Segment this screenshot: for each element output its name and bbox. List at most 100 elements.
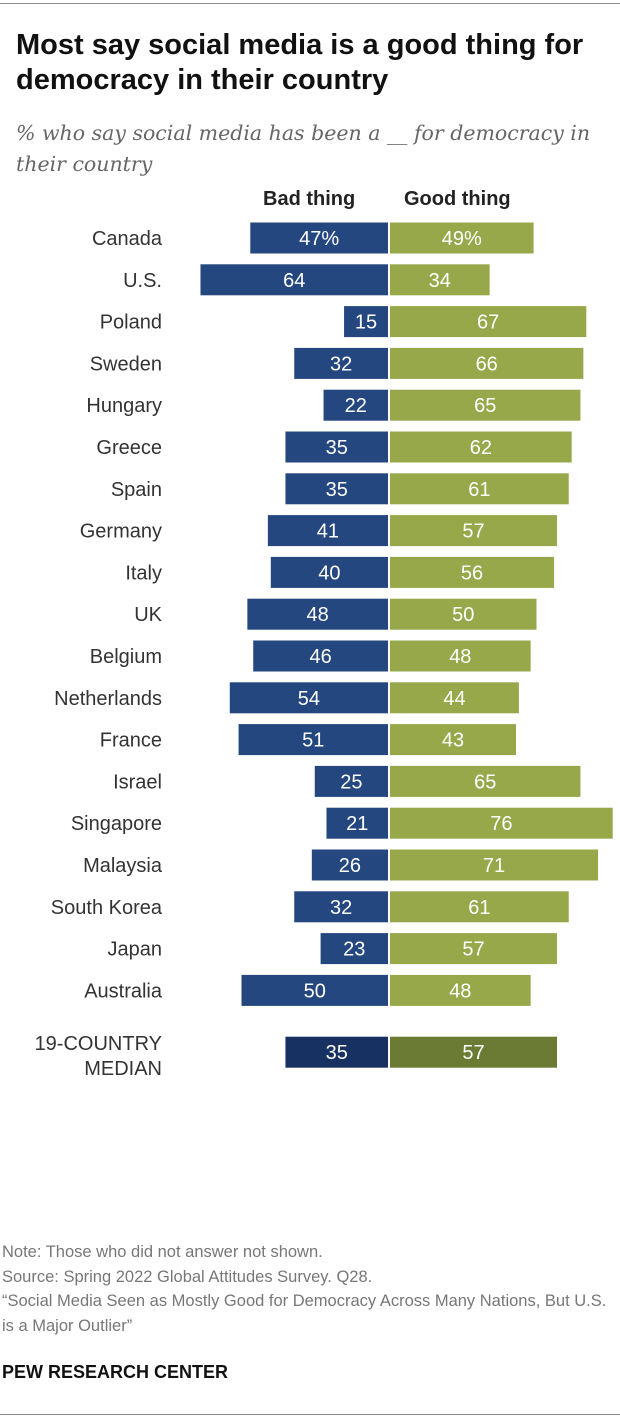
- bad-thing-value-label: 48: [307, 604, 329, 626]
- bad-thing-bar: [294, 891, 388, 923]
- bad-thing-bar: [247, 598, 388, 630]
- country-label: Poland: [100, 312, 162, 334]
- bad-thing-value-label: 46: [309, 646, 331, 668]
- bad-thing-value-label: 54: [298, 688, 320, 710]
- country-label: Netherlands: [54, 688, 162, 710]
- good-thing-header: Good thing: [404, 188, 511, 210]
- good-thing-value-label: 71: [483, 855, 505, 877]
- bad-thing-value-label: 51: [302, 730, 324, 752]
- bad-thing-bar: [238, 724, 388, 756]
- top-rule: [0, 3, 620, 4]
- country-label: Hungary: [86, 395, 162, 417]
- good-thing-value-label: 49%: [442, 228, 482, 250]
- good-thing-bar: [390, 891, 569, 923]
- country-label: Greece: [96, 437, 162, 459]
- bad-thing-value-label: 21: [346, 813, 368, 835]
- good-thing-value-label: 50: [452, 604, 474, 626]
- bad-thing-bar: [200, 264, 388, 296]
- bad-thing-value-label: 41: [317, 521, 339, 543]
- country-label: France: [100, 730, 162, 752]
- bad-thing-bar: [344, 306, 388, 338]
- bad-thing-value-label: 25: [340, 771, 362, 793]
- bad-thing-bar: [294, 347, 388, 379]
- good-thing-value-label: 57: [462, 521, 484, 543]
- median-label: 19-COUNTRY MEDIAN: [35, 1033, 162, 1080]
- bad-thing-bar: [285, 1036, 388, 1068]
- bad-thing-value-label: 47%: [299, 228, 339, 250]
- good-thing-value-label: 67: [477, 312, 499, 334]
- bad-thing-value-label: 35: [326, 1042, 348, 1064]
- country-label: Italy: [125, 562, 162, 584]
- bad-thing-bar: [250, 222, 388, 254]
- good-thing-value-label: 57: [462, 1042, 484, 1064]
- bad-thing-header: Bad thing: [263, 188, 356, 210]
- good-thing-bar: [390, 347, 584, 379]
- country-label: Canada: [92, 228, 163, 250]
- good-thing-bar: [390, 765, 581, 797]
- good-thing-value-label: 48: [449, 980, 471, 1002]
- good-thing-bar: [390, 515, 558, 547]
- source-text: Source: Spring 2022 Global Attitudes Sur…: [2, 1267, 373, 1286]
- bad-thing-bar: [326, 807, 388, 839]
- good-thing-bar: [390, 640, 531, 672]
- country-label: U.S.: [123, 270, 162, 292]
- bad-thing-bar: [323, 389, 388, 421]
- good-thing-bar: [390, 389, 581, 421]
- country-label: Japan: [108, 939, 163, 961]
- bad-thing-bar: [267, 515, 388, 547]
- country-label: Spain: [111, 479, 162, 501]
- good-thing-bar: [390, 807, 613, 839]
- good-thing-value-label: 61: [468, 897, 490, 919]
- good-thing-bar: [390, 682, 519, 714]
- country-label: Sweden: [90, 353, 162, 375]
- bad-thing-value-label: 50: [304, 980, 326, 1002]
- good-thing-bar: [390, 974, 531, 1006]
- good-thing-bar: [390, 222, 534, 254]
- country-label: Belgium: [90, 646, 162, 668]
- good-thing-value-label: 56: [461, 562, 483, 584]
- diverging-bar-chart: 47% 49% Canada 64 34 U.S. 15 67 Poland 32 66 Sweden…: [35, 222, 613, 1080]
- bad-thing-value-label: 23: [343, 939, 365, 961]
- good-thing-bar: [390, 1036, 558, 1068]
- good-thing-value-label: 65: [474, 395, 496, 417]
- country-label: UK: [134, 604, 162, 626]
- good-thing-value-label: 44: [443, 688, 465, 710]
- good-thing-bar: [390, 264, 490, 296]
- bad-thing-bar: [253, 640, 388, 672]
- bottom-rule: [0, 1414, 620, 1415]
- bad-thing-bar: [241, 974, 388, 1006]
- report-title-text: “Social Media Seen as Mostly Good for De…: [2, 1292, 607, 1335]
- bad-thing-bar: [229, 682, 388, 714]
- country-label: Singapore: [71, 813, 162, 835]
- bad-thing-bar: [320, 933, 388, 965]
- good-thing-value-label: 57: [462, 939, 484, 961]
- brand-name: PEW RESEARCH CENTER: [2, 1362, 229, 1382]
- bad-thing-value-label: 15: [355, 312, 377, 334]
- bad-thing-value-label: 40: [318, 562, 340, 584]
- chart-subtitle: % who say social media has been a __ for…: [16, 121, 591, 176]
- bad-thing-value-label: 22: [345, 395, 367, 417]
- chart-notes: Note: Those who did not answer not shown…: [2, 1240, 617, 1338]
- good-thing-value-label: 76: [490, 813, 512, 835]
- bad-thing-value-label: 35: [326, 437, 348, 459]
- chart-title: Most say social media is a good thing fo…: [16, 29, 584, 96]
- good-thing-bar: [390, 598, 537, 630]
- country-label: Australia: [84, 980, 163, 1002]
- country-label: South Korea: [51, 897, 163, 919]
- good-thing-bar: [390, 473, 569, 505]
- country-label: Germany: [80, 521, 162, 543]
- good-thing-bar: [390, 556, 555, 588]
- good-thing-bar: [390, 306, 587, 338]
- good-thing-bar: [390, 933, 558, 965]
- good-thing-bar: [390, 849, 599, 881]
- good-thing-value-label: 66: [476, 353, 498, 375]
- bad-thing-value-label: 26: [339, 855, 361, 877]
- good-thing-bar: [390, 431, 572, 463]
- good-thing-value-label: 34: [429, 270, 451, 292]
- good-thing-value-label: 61: [468, 479, 490, 501]
- bad-thing-bar: [270, 556, 388, 588]
- good-thing-value-label: 65: [474, 771, 496, 793]
- bad-thing-bar: [285, 473, 388, 505]
- bad-thing-value-label: 32: [330, 897, 352, 919]
- bad-thing-bar: [314, 765, 388, 797]
